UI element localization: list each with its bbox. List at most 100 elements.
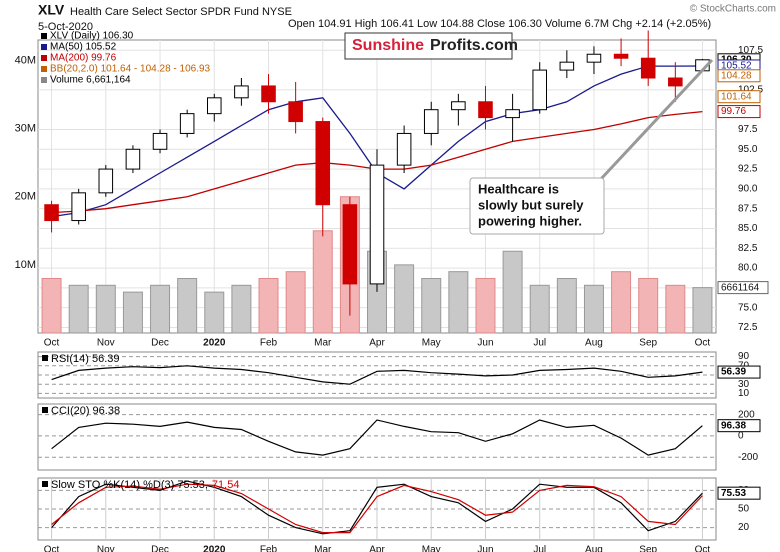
x-tick-label: Jul xyxy=(533,338,546,349)
candle-body xyxy=(125,148,141,170)
candle-body xyxy=(586,53,602,63)
volume-bar xyxy=(502,250,523,334)
price-badge xyxy=(717,365,761,379)
x-tick-label: 2020 xyxy=(203,545,226,552)
candle-body xyxy=(423,109,439,134)
volume-bar xyxy=(421,277,442,334)
annotation-box xyxy=(469,177,605,235)
x-tick-label: Feb xyxy=(260,545,278,552)
x-tick-label: Oct xyxy=(44,545,60,552)
volume-bar xyxy=(556,277,577,334)
price-badge-label: 101.64 xyxy=(721,91,752,102)
price-badge-label: 105.52 xyxy=(721,61,752,72)
legend-swatch xyxy=(41,44,47,50)
y-tick-label: 85.0 xyxy=(738,223,758,234)
y-tick-label: 30 xyxy=(738,379,750,390)
watermark-box xyxy=(344,32,513,60)
candle-body xyxy=(98,168,114,194)
x-tick-label: Sep xyxy=(639,338,657,349)
y-tick-label: 102.5 xyxy=(738,85,763,96)
watermark: Sunshine xyxy=(352,37,424,54)
x-tick-label: Oct xyxy=(44,338,60,349)
candle-body xyxy=(451,101,466,111)
candle-body xyxy=(532,69,548,111)
x-tick-label: Nov xyxy=(97,338,115,349)
legend-label: BB(20,2.0) 101.64 - 104.28 - 106.93 xyxy=(50,64,211,75)
annotation-text: powering higher. xyxy=(478,213,582,228)
volume-bar xyxy=(394,264,415,334)
candle-body xyxy=(71,192,86,222)
x-tick-label: Oct xyxy=(695,338,711,349)
candle-body xyxy=(478,101,493,119)
candle-body xyxy=(315,121,331,206)
y-tick-label: -200 xyxy=(738,452,758,463)
candle-body xyxy=(668,77,683,87)
indicator-line xyxy=(51,365,703,385)
y-tick-label: 10 xyxy=(738,388,750,399)
y-tick-label: 87.5 xyxy=(738,203,758,214)
candle-body xyxy=(559,61,575,71)
candle-body xyxy=(369,164,385,285)
price-badge xyxy=(717,486,761,500)
date: 5-Oct-2020 xyxy=(38,21,93,33)
volume-bar xyxy=(231,284,252,334)
legend-label: RSI(14) 56.39 xyxy=(51,353,119,365)
x-tick-label: May xyxy=(422,338,441,349)
x-tick-label: Aug xyxy=(585,545,603,552)
candle-body xyxy=(613,53,629,59)
y-tick-label: 80.0 xyxy=(738,263,758,274)
volume-tick-label: 10M xyxy=(15,259,36,271)
candle-body xyxy=(44,204,59,222)
x-tick-label: Jun xyxy=(477,545,493,552)
volume-bar xyxy=(258,277,279,334)
volume-bar xyxy=(475,277,496,334)
volume-bar xyxy=(122,291,143,334)
x-tick-label: Jun xyxy=(477,338,493,349)
candle-body xyxy=(288,101,303,123)
candle-body xyxy=(261,85,276,103)
y-tick-label: 20 xyxy=(738,522,750,533)
x-tick-label: May xyxy=(422,545,441,552)
legend-swatch xyxy=(42,407,48,413)
legend-label: XLV (Daily) 106.30 xyxy=(50,31,134,42)
y-tick-label: 75.0 xyxy=(738,302,758,313)
x-tick-label: Jul xyxy=(533,545,546,552)
x-tick-label: Apr xyxy=(369,545,385,552)
y-tick-label: 92.5 xyxy=(738,164,758,175)
annotation-arrow xyxy=(598,58,714,182)
price-badge xyxy=(717,419,761,433)
candle-body xyxy=(207,97,222,115)
source: © StockCharts.com xyxy=(690,4,776,15)
legend-label: MA(200) 99.76 xyxy=(50,53,117,64)
y-tick-label: 200 xyxy=(738,409,755,420)
volume-bar xyxy=(150,284,171,334)
volume-bar xyxy=(95,284,116,334)
x-tick-label: 2020 xyxy=(203,338,226,349)
candle-body xyxy=(179,113,195,134)
volume-bar xyxy=(204,291,225,334)
volume-bar xyxy=(312,230,333,334)
volume-badge xyxy=(717,281,769,295)
price-badge-label: 104.28 xyxy=(721,70,752,81)
legend-label: Volume 6,661,164 xyxy=(50,75,131,86)
candle-body xyxy=(342,204,358,285)
volume-bar xyxy=(529,284,550,334)
volume-tick-label: 40M xyxy=(15,54,36,66)
candle-body xyxy=(505,109,520,119)
x-tick-label: Aug xyxy=(585,338,603,349)
volume-bar xyxy=(41,277,62,334)
watermark: Profits.com xyxy=(430,37,518,54)
x-tick-label: Dec xyxy=(151,545,169,552)
volume-bar xyxy=(665,284,686,334)
x-tick-label: Apr xyxy=(369,338,385,349)
legend-swatch xyxy=(42,355,48,361)
chart-title: XLV xyxy=(38,2,65,18)
volume-bar xyxy=(177,277,198,334)
x-tick-label: Feb xyxy=(260,338,278,349)
x-tick-label: Nov xyxy=(97,545,115,552)
volume-bar xyxy=(611,271,632,334)
candle-body xyxy=(234,85,249,99)
indicator-line xyxy=(51,483,703,534)
volume-bar xyxy=(285,271,306,334)
